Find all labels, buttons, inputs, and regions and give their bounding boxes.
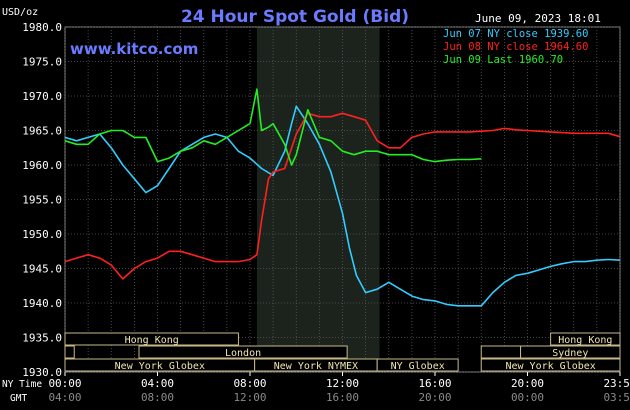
- session-box: [480, 345, 522, 359]
- x-axis-gmt-row-label: GMT: [10, 393, 27, 404]
- y-tick-label: 1955.0: [22, 194, 62, 207]
- legend-entry-jun08: Jun 08 NY close 1964.60: [443, 41, 588, 53]
- session-label: NY Globex: [391, 361, 445, 372]
- x-tick-label-ny: 08:00: [233, 377, 266, 390]
- chart-timestamp: June 09, 2023 18:01: [475, 12, 601, 25]
- x-tick-label-ny: 23:59: [603, 377, 630, 390]
- x-tick-label-gmt: 00:00: [511, 391, 544, 404]
- x-axis-ny-row-label: NY Time: [2, 379, 42, 390]
- y-tick-label: 1960.0: [22, 159, 62, 172]
- session-label: Sydney: [552, 348, 588, 359]
- y-axis-unit-label: USD/oz: [2, 7, 38, 18]
- y-tick-label: 1965.0: [22, 125, 62, 138]
- x-tick-label-ny: 16:00: [418, 377, 451, 390]
- session-label: Hong Kong: [125, 335, 179, 346]
- y-tick-label: 1935.0: [22, 332, 62, 345]
- x-tick-label-ny: 12:00: [326, 377, 359, 390]
- source-watermark[interactable]: www.kitco.com: [70, 40, 198, 58]
- y-tick-label: 1970.0: [22, 90, 62, 103]
- x-tick-label-gmt: 08:00: [141, 391, 174, 404]
- y-tick-label: 1945.0: [22, 263, 62, 276]
- y-tick-label: 1950.0: [22, 228, 62, 241]
- session-label: New York NYMEX: [274, 361, 358, 372]
- session-box: [550, 332, 621, 346]
- series-line-1: [64, 112, 621, 280]
- series-line-2: [64, 88, 482, 166]
- y-tick-label: 1930.0: [22, 366, 62, 379]
- session-label: London: [225, 348, 261, 359]
- session-box: [64, 332, 239, 346]
- series-line-0: [64, 105, 621, 307]
- x-tick-label-gmt: 03:59: [603, 391, 630, 404]
- legend: Jun 07 NY close 1939.60 Jun 08 NY close …: [443, 28, 588, 66]
- x-tick-label-gmt: 20:00: [418, 391, 451, 404]
- session-label: New York Globex: [505, 361, 595, 372]
- session-box: [138, 345, 348, 359]
- x-tick-label-ny: 04:00: [141, 377, 174, 390]
- legend-entry-jun07: Jun 07 NY close 1939.60: [443, 28, 588, 40]
- x-tick-label-gmt: 16:00: [326, 391, 359, 404]
- x-tick-label-gmt: 12:00: [233, 391, 266, 404]
- x-tick-label-ny: 20:00: [511, 377, 544, 390]
- session-box: [376, 358, 459, 372]
- session-label: Hong Kong: [558, 335, 612, 346]
- x-tick-label-gmt: 04:00: [48, 391, 81, 404]
- session-box: [480, 358, 621, 372]
- legend-entry-jun09: Jun 09 Last 1960.70: [443, 54, 563, 66]
- y-tick-label: 1975.0: [22, 56, 62, 69]
- y-tick-label: 1980.0: [22, 21, 62, 34]
- chart-title: 24 Hour Spot Gold (Bid): [181, 7, 409, 27]
- y-tick-label: 1940.0: [22, 297, 62, 310]
- session-box: [520, 345, 621, 359]
- session-label: New York Globex: [115, 361, 205, 372]
- x-tick-label-ny: 00:00: [48, 377, 81, 390]
- session-box: [64, 345, 75, 359]
